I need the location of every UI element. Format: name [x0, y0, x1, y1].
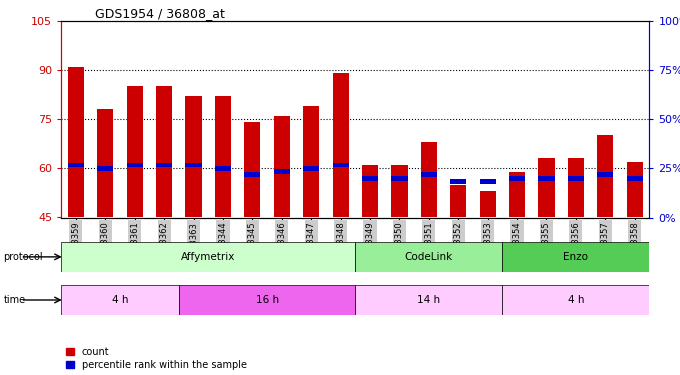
Bar: [186, 96, 202, 218]
Bar: [303, 166, 320, 171]
Text: protocol: protocol: [3, 252, 43, 262]
Bar: [391, 165, 407, 218]
Bar: [503, 242, 649, 272]
Bar: [597, 135, 613, 218]
Bar: [568, 176, 584, 181]
Bar: [421, 172, 437, 177]
Text: Enzo: Enzo: [563, 252, 588, 262]
Bar: [215, 96, 231, 218]
Bar: [355, 285, 503, 315]
Bar: [215, 166, 231, 171]
Bar: [355, 242, 503, 272]
Bar: [126, 162, 143, 168]
Text: time: time: [3, 295, 26, 305]
Bar: [450, 179, 466, 184]
Bar: [479, 179, 496, 184]
Bar: [539, 158, 555, 218]
Text: 4 h: 4 h: [568, 295, 584, 305]
Bar: [273, 169, 290, 174]
Bar: [509, 176, 525, 181]
Bar: [186, 162, 202, 168]
Bar: [568, 158, 584, 218]
Bar: [539, 176, 555, 181]
Bar: [97, 166, 114, 171]
Bar: [179, 285, 355, 315]
Text: GDS1954 / 36808_at: GDS1954 / 36808_at: [95, 8, 225, 21]
Bar: [97, 109, 114, 217]
Bar: [509, 172, 525, 217]
Bar: [362, 176, 378, 181]
Bar: [597, 172, 613, 177]
Text: 16 h: 16 h: [256, 295, 279, 305]
Bar: [626, 176, 643, 181]
Bar: [450, 184, 466, 218]
Bar: [244, 122, 260, 218]
Bar: [503, 285, 649, 315]
Bar: [333, 162, 349, 168]
Bar: [61, 285, 179, 315]
Bar: [61, 242, 355, 272]
Bar: [479, 191, 496, 217]
Bar: [68, 162, 84, 168]
Text: 4 h: 4 h: [112, 295, 129, 305]
Bar: [156, 86, 172, 218]
Bar: [391, 176, 407, 181]
Bar: [126, 86, 143, 218]
Bar: [362, 165, 378, 218]
Bar: [626, 162, 643, 218]
Text: Affymetrix: Affymetrix: [181, 252, 235, 262]
Bar: [156, 162, 172, 168]
Bar: [333, 73, 349, 217]
Bar: [68, 67, 84, 218]
Legend: count, percentile rank within the sample: count, percentile rank within the sample: [66, 347, 247, 370]
Bar: [303, 106, 320, 218]
Text: CodeLink: CodeLink: [405, 252, 453, 262]
Bar: [273, 116, 290, 218]
Text: 14 h: 14 h: [418, 295, 441, 305]
Bar: [421, 142, 437, 218]
Bar: [244, 172, 260, 177]
